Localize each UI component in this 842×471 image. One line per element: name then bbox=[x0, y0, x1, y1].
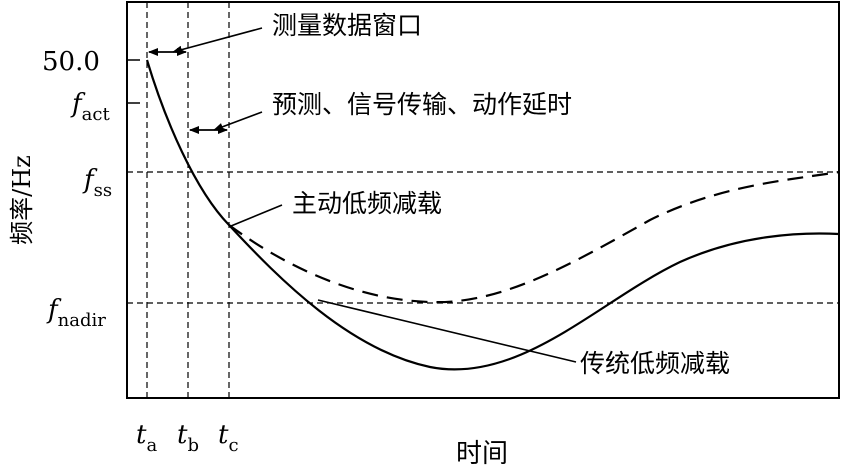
x-tick-tc: tc bbox=[218, 420, 239, 456]
y-tick-50: 50.0 bbox=[42, 47, 100, 77]
measurement-window-leader bbox=[172, 27, 263, 54]
traditional-shedding-leader bbox=[317, 299, 577, 363]
y-axis-label: 频率/Hz bbox=[8, 155, 36, 245]
x-tick-tb: tb bbox=[177, 420, 199, 456]
traditional-shedding-label: 传统低频减载 bbox=[580, 349, 730, 378]
plot-frame bbox=[126, 1, 840, 399]
y-tick-fnadir: fnadir bbox=[46, 295, 106, 331]
y-tick-fact: fact bbox=[70, 89, 110, 125]
x-axis-label: 时间 bbox=[456, 439, 508, 469]
traditional-shedding-curve bbox=[145, 59, 840, 371]
y-tick-fss: fss bbox=[82, 165, 112, 201]
delay-leader bbox=[213, 111, 263, 131]
active-shedding-leader bbox=[230, 204, 283, 227]
active-shedding-curve bbox=[228, 170, 840, 304]
x-tick-ta: ta bbox=[136, 420, 157, 456]
active-shedding-label: 主动低频减载 bbox=[292, 189, 442, 218]
delay-label: 预测、信号传输、动作延时 bbox=[272, 90, 572, 119]
measurement-window-label: 测量数据窗口 bbox=[272, 11, 422, 40]
